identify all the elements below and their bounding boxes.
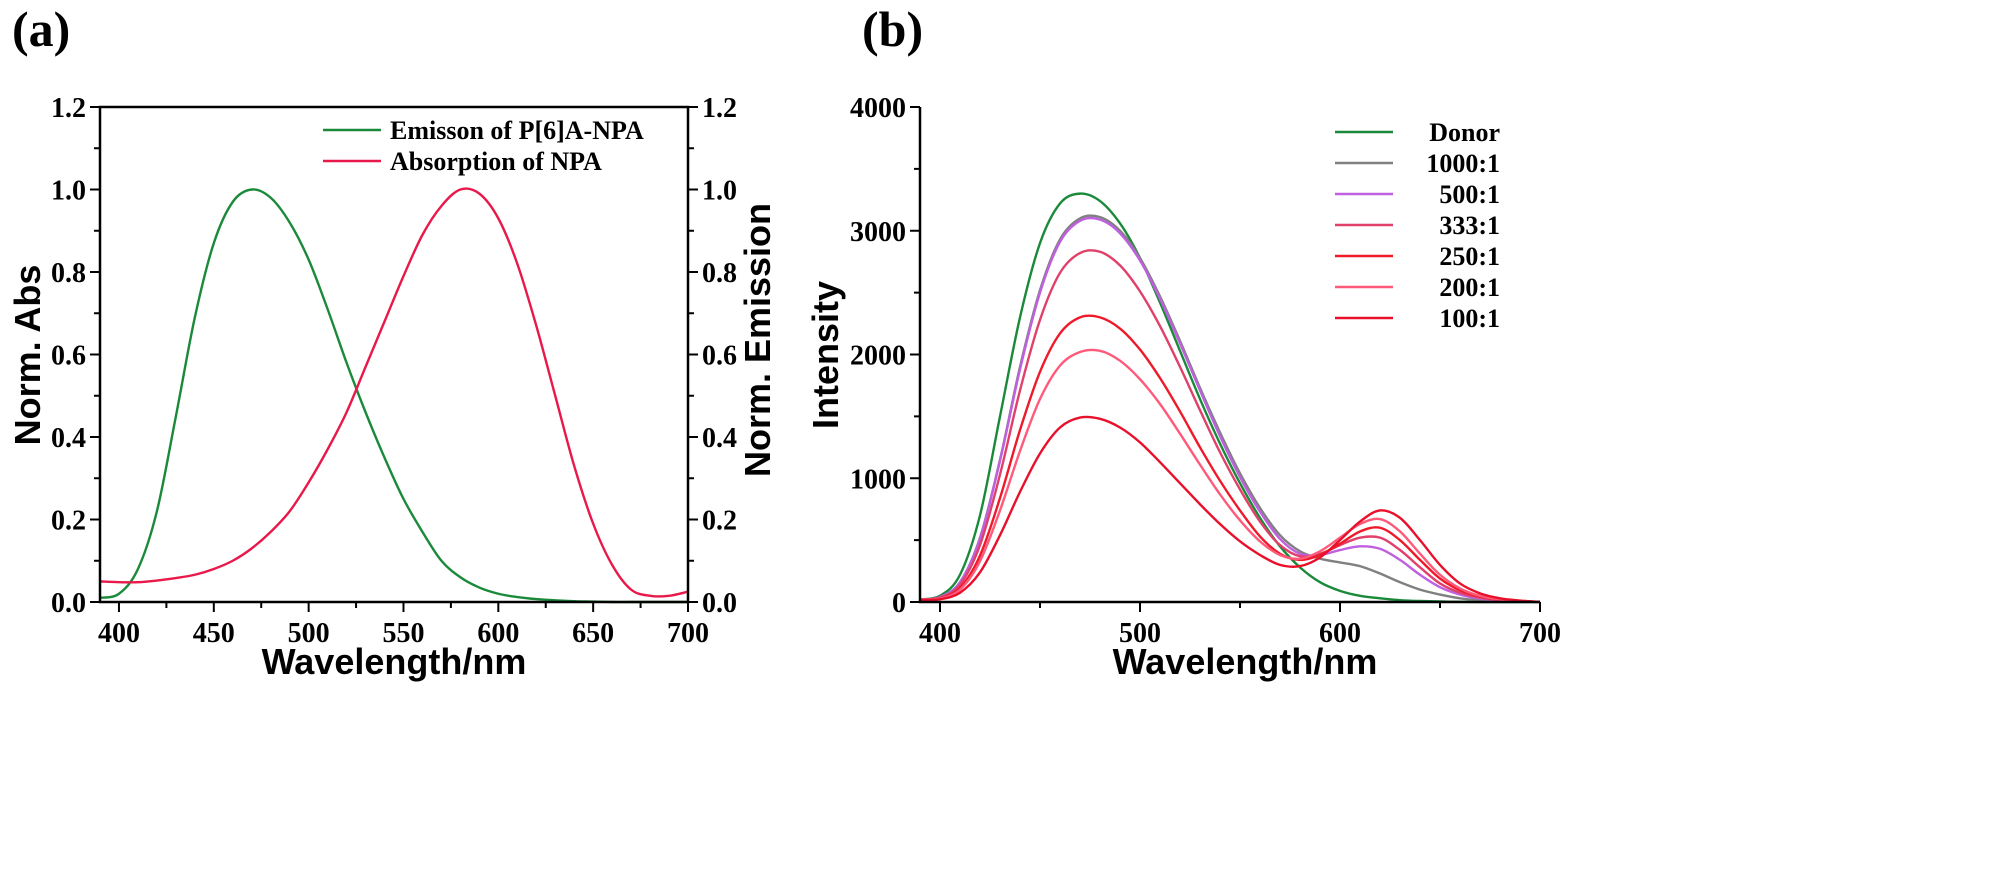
a-ytick-label-right: 0.2 <box>702 506 737 537</box>
a-ytick-label-right: 0.6 <box>702 341 737 372</box>
b-legend-label-500-1: 500:1 <box>1439 180 1500 209</box>
a-legend-label-emisson-of-p-6-a-npa: Emisson of P[6]A-NPA <box>390 116 644 145</box>
panel-a-ylabel-left: Norm. Abs <box>7 265 48 446</box>
a-ytick-label: 0.6 <box>51 341 86 372</box>
a-xtick-label: 450 <box>193 618 235 649</box>
b-series-100-1 <box>919 415 1541 604</box>
panel-a-ylabel-right: Norm. Emission <box>737 203 778 477</box>
b-legend-label-donor: Donor <box>1429 118 1500 147</box>
b-ytick-label: 1000 <box>850 464 906 495</box>
a-legend-label-absorption-of-npa: Absorption of NPA <box>390 147 602 176</box>
b-ytick-label: 3000 <box>850 217 906 248</box>
b-legend-label-200-1: 200:1 <box>1439 273 1500 302</box>
b-legend-label-250-1: 250:1 <box>1439 242 1500 271</box>
a-ytick-label-right: 0.8 <box>702 258 737 289</box>
a-xtick-label: 550 <box>382 618 424 649</box>
panel-label-b: (b) <box>862 1 923 57</box>
b-xtick-label: 500 <box>1119 618 1161 649</box>
b-ytick-label: 4000 <box>850 93 906 124</box>
a-ytick-label: 0.4 <box>51 423 86 454</box>
panel-b-axes <box>918 107 1540 604</box>
b-xtick-label: 700 <box>1519 618 1561 649</box>
a-xtick-label: 700 <box>667 618 709 649</box>
panel-b-xlabel: Wavelength/nm <box>1113 641 1378 682</box>
a-series-absorption-of-npa <box>99 187 689 598</box>
a-xtick-label: 600 <box>477 618 519 649</box>
panel-label-a: (a) <box>12 1 70 57</box>
b-ytick-label: 2000 <box>850 341 906 372</box>
a-ytick-label-right: 0.4 <box>702 423 737 454</box>
a-ytick-label-right: 0.0 <box>702 588 737 619</box>
a-xtick-label: 400 <box>98 618 140 649</box>
b-series-333-1 <box>919 249 1541 604</box>
panel-a-series <box>99 187 689 604</box>
a-ytick-label: 1.0 <box>51 176 86 207</box>
panel-b-ylabel: Intensity <box>805 281 846 429</box>
b-legend-label-1000-1: 1000:1 <box>1426 149 1500 178</box>
a-ytick-label-right: 1.0 <box>702 176 737 207</box>
b-xtick-label: 400 <box>919 618 961 649</box>
a-ytick-label: 0.8 <box>51 258 86 289</box>
b-legend-label-333-1: 333:1 <box>1439 211 1500 240</box>
panel-a-frame <box>98 105 690 604</box>
a-ytick-label: 0.2 <box>51 506 86 537</box>
a-ytick-label-right: 1.2 <box>702 93 737 124</box>
a-ytick-label: 0.0 <box>51 588 86 619</box>
b-ytick-label: 0 <box>892 588 906 619</box>
a-ytick-label: 1.2 <box>51 93 86 124</box>
panel-a-xlabel: Wavelength/nm <box>262 641 527 682</box>
a-xtick-label: 650 <box>572 618 614 649</box>
b-legend-label-100-1: 100:1 <box>1439 304 1500 333</box>
b-series-200-1 <box>919 348 1541 604</box>
b-xtick-label: 600 <box>1319 618 1361 649</box>
panel-b-chart: 400 500 600 700 0 1000 2000 3000 4000 Donor1000:… <box>805 93 1561 682</box>
b-series-500-1 <box>919 216 1541 604</box>
b-series-250-1 <box>919 314 1541 604</box>
panel-b-ticks: 400 500 600 700 0 1000 2000 3000 4000 <box>850 93 1561 649</box>
a-xtick-label: 500 <box>288 618 330 649</box>
